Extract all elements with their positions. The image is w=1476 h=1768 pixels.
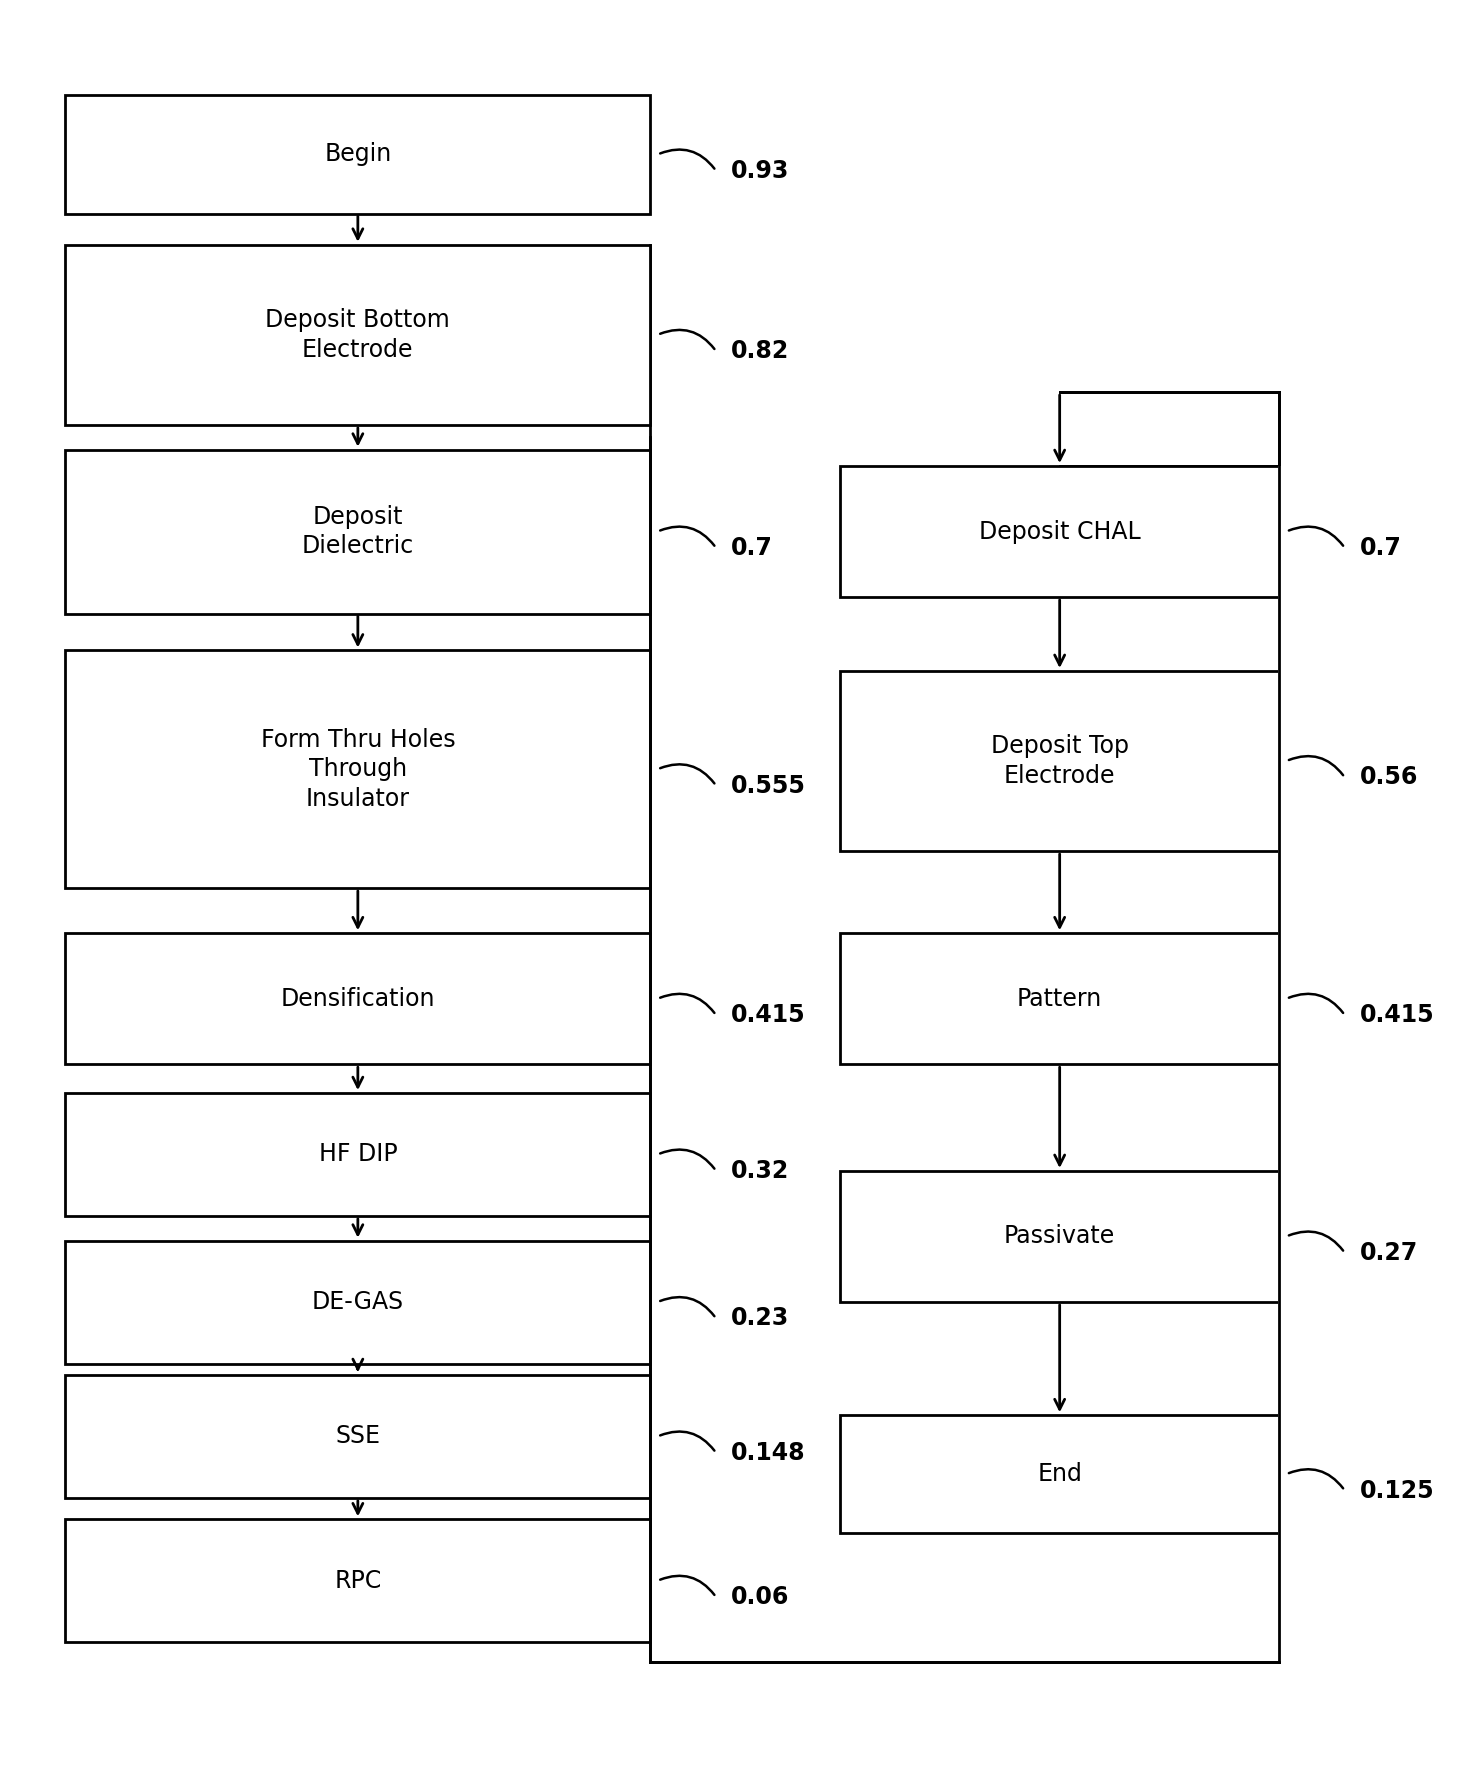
- Bar: [65, 1376, 651, 1497]
- Bar: [840, 1414, 1280, 1533]
- Bar: [65, 934, 651, 1064]
- Bar: [65, 244, 651, 424]
- Text: End: End: [1038, 1462, 1082, 1487]
- Text: Pattern: Pattern: [1017, 987, 1103, 1011]
- Text: 0.23: 0.23: [731, 1307, 790, 1331]
- Text: 0.415: 0.415: [731, 1002, 806, 1027]
- Bar: [65, 1093, 651, 1216]
- Bar: [840, 1170, 1280, 1301]
- Bar: [840, 934, 1280, 1064]
- Text: 0.125: 0.125: [1359, 1478, 1435, 1503]
- Text: 0.555: 0.555: [731, 774, 806, 797]
- Text: HF DIP: HF DIP: [319, 1142, 397, 1167]
- Bar: [840, 467, 1280, 598]
- Text: 0.82: 0.82: [731, 339, 790, 362]
- Text: Begin: Begin: [325, 143, 391, 166]
- Text: 0.7: 0.7: [1359, 536, 1401, 560]
- Text: 0.56: 0.56: [1359, 766, 1418, 790]
- Bar: [65, 651, 651, 888]
- Bar: [65, 1241, 651, 1363]
- Bar: [65, 449, 651, 613]
- Text: Passivate: Passivate: [1004, 1225, 1116, 1248]
- Text: Deposit Bottom
Electrode: Deposit Bottom Electrode: [266, 308, 450, 362]
- Text: 0.148: 0.148: [731, 1441, 806, 1466]
- Bar: [840, 670, 1280, 850]
- Bar: [1278, 467, 1281, 1662]
- Text: 0.06: 0.06: [731, 1586, 790, 1609]
- Text: SSE: SSE: [335, 1425, 381, 1448]
- Text: Densification: Densification: [280, 987, 435, 1011]
- Text: 0.32: 0.32: [731, 1158, 790, 1183]
- Text: 0.27: 0.27: [1359, 1241, 1417, 1264]
- Text: RPC: RPC: [334, 1568, 381, 1593]
- Text: Deposit CHAL: Deposit CHAL: [979, 520, 1141, 543]
- Text: 0.7: 0.7: [731, 536, 772, 560]
- Text: Form Thru Holes
Through
Insulator: Form Thru Holes Through Insulator: [261, 728, 455, 812]
- Text: Deposit Top
Electrode: Deposit Top Electrode: [990, 734, 1129, 789]
- Bar: [65, 1519, 651, 1642]
- Text: 0.415: 0.415: [1359, 1002, 1435, 1027]
- Text: Deposit
Dielectric: Deposit Dielectric: [301, 504, 413, 559]
- Text: DE-GAS: DE-GAS: [311, 1291, 404, 1314]
- Bar: [65, 95, 651, 214]
- Text: 0.93: 0.93: [731, 159, 790, 182]
